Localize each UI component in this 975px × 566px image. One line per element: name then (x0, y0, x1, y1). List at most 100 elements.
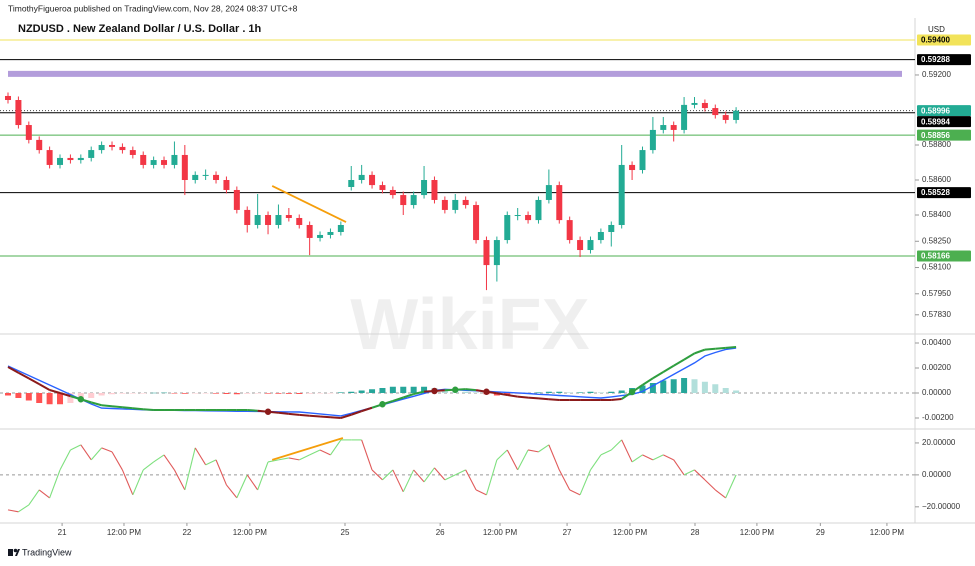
macd-segment (725, 346, 737, 349)
candle-body (473, 205, 480, 241)
histogram-bar (129, 393, 136, 394)
macd-segment (528, 396, 539, 400)
oscillator-segment (402, 469, 415, 493)
histogram-bar (98, 393, 105, 396)
oscillator-segment (423, 467, 435, 483)
candle-body (181, 154, 188, 181)
oscillator-segment (590, 454, 602, 471)
histogram-bar (556, 391, 563, 393)
macd-segment (49, 389, 61, 394)
y-tick-label: 0.58250 (922, 236, 951, 245)
histogram-bar (265, 393, 272, 394)
oscillator-segment (184, 447, 196, 491)
level-label: 0.59400 (921, 36, 950, 45)
oscillator-segment (288, 457, 300, 461)
y-tick-label: 0.57830 (922, 310, 951, 319)
oscillator-segment (527, 449, 539, 453)
histogram-bar (213, 393, 220, 394)
x-tick-label: 29 (816, 528, 825, 537)
histogram-bar (161, 392, 168, 394)
candle-body (15, 100, 22, 126)
histogram-bar (15, 393, 22, 398)
candle-body (192, 174, 199, 181)
oscillator-segment (663, 454, 674, 461)
candle-body (701, 102, 708, 109)
macd-segment (90, 401, 102, 407)
macd-segment (361, 406, 373, 413)
oscillator-segment (538, 444, 550, 453)
oscillator-segment (70, 444, 82, 451)
candle-body (358, 174, 365, 181)
oscillator-segment (569, 489, 581, 496)
candle-body (223, 180, 230, 190)
candle-body (254, 215, 261, 225)
histogram-bar (597, 392, 604, 393)
y-tick-label: 0.00000 (922, 470, 951, 479)
candle-body (545, 185, 552, 200)
macd-segment (548, 398, 560, 401)
oscillator-segment (694, 469, 706, 481)
cross-dot (77, 396, 85, 403)
candle-body (161, 160, 168, 165)
oscillator-segment (444, 474, 456, 481)
oscillator-segment (683, 469, 695, 476)
level-label-box (917, 105, 971, 117)
candle-body (348, 180, 355, 188)
histogram-bar (670, 379, 677, 393)
candle-body (608, 224, 615, 232)
oscillator-segment (132, 469, 144, 496)
candle-body (400, 195, 407, 206)
candle-body (5, 95, 12, 101)
oscillator-segment (246, 474, 259, 491)
histogram-bar (660, 380, 667, 393)
level-label: 0.58166 (921, 252, 950, 261)
oscillator-segment (121, 469, 134, 496)
oscillator-segment (558, 469, 571, 491)
oscillator-segment (257, 461, 269, 491)
histogram-bar (5, 393, 12, 396)
histogram-bar (36, 393, 43, 403)
histogram-bar (67, 393, 74, 403)
x-tick-label: 28 (691, 528, 700, 537)
oscillator-segment (163, 454, 175, 471)
oscillator-segment (621, 439, 633, 463)
candle-body (660, 125, 667, 130)
oscillator-segment (631, 454, 643, 463)
oscillator-segment (90, 447, 103, 461)
histogram-bar (722, 388, 729, 393)
symbol-title: NZDUSD . New Zealand Dollar / U.S. Dolla… (18, 23, 262, 35)
x-tick-label: 26 (436, 528, 445, 537)
macd-segment (662, 364, 675, 373)
candle-body (691, 102, 698, 105)
candle-body (649, 129, 656, 151)
candle-body (566, 220, 573, 241)
macd-segment (101, 404, 113, 408)
candle-body (535, 199, 542, 221)
histogram-bar (119, 393, 126, 394)
trendline (271, 185, 347, 223)
cross-dot (628, 388, 636, 396)
histogram-bar (701, 381, 708, 393)
candle-body (722, 115, 729, 120)
y-tick-label: 0.00200 (922, 363, 951, 372)
level-label: 0.58856 (921, 131, 950, 140)
macd-segment (402, 393, 414, 399)
y-tick-label: 0.59200 (922, 70, 951, 79)
x-tick-label: 12:00 PM (740, 528, 775, 537)
x-tick-label: 22 (182, 528, 191, 537)
candle-body (317, 234, 324, 238)
level-label-box (917, 187, 971, 199)
oscillator-segment (215, 459, 227, 486)
candle-body (306, 224, 313, 238)
candle-body (57, 157, 64, 165)
cross-dot (379, 401, 386, 408)
candle-body (88, 150, 95, 158)
oscillator-segment (226, 484, 238, 499)
oscillator-segment (371, 469, 383, 481)
candle-body (150, 160, 157, 165)
histogram-bar (639, 385, 646, 393)
oscillator-segment (38, 489, 50, 499)
watermark: WikiFX (350, 285, 589, 365)
macd-segment (350, 410, 362, 416)
